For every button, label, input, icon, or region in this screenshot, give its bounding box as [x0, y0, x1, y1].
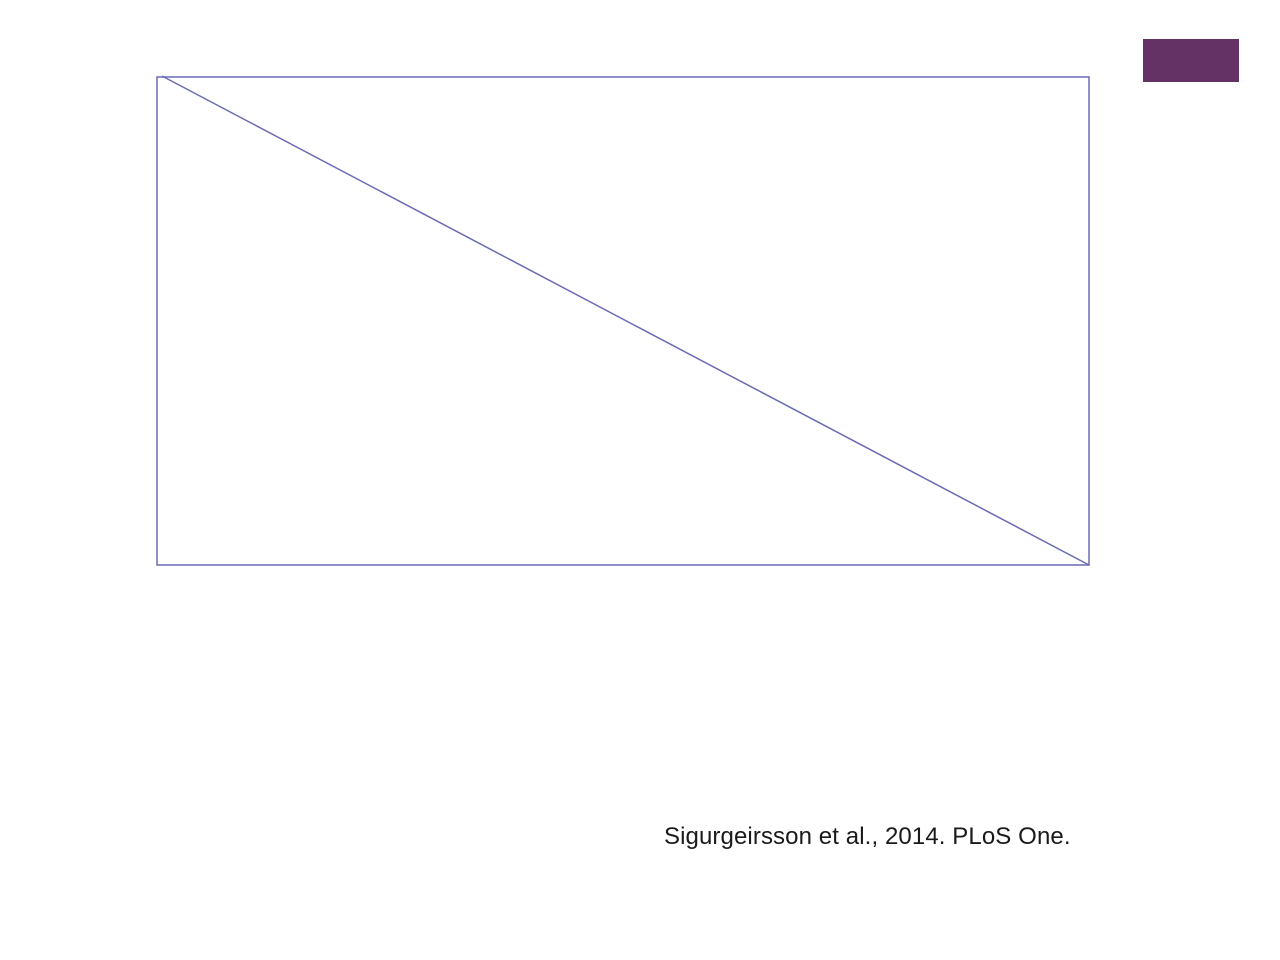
image-placeholder-frame: [156, 76, 1090, 566]
accent-bar: [1143, 39, 1239, 82]
citation-text: Sigurgeirsson et al., 2014. PLoS One.: [664, 823, 1071, 850]
image-placeholder-diagonal: [161, 75, 1090, 566]
